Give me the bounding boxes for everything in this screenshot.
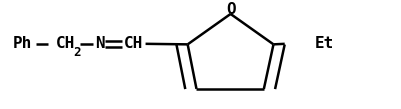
Text: N: N [95,36,104,51]
Text: O: O [226,2,235,17]
Text: Ph: Ph [12,36,32,51]
Text: Et: Et [315,36,334,51]
Text: CH: CH [124,36,143,51]
Text: 2: 2 [73,46,81,59]
Text: CH: CH [56,36,75,51]
